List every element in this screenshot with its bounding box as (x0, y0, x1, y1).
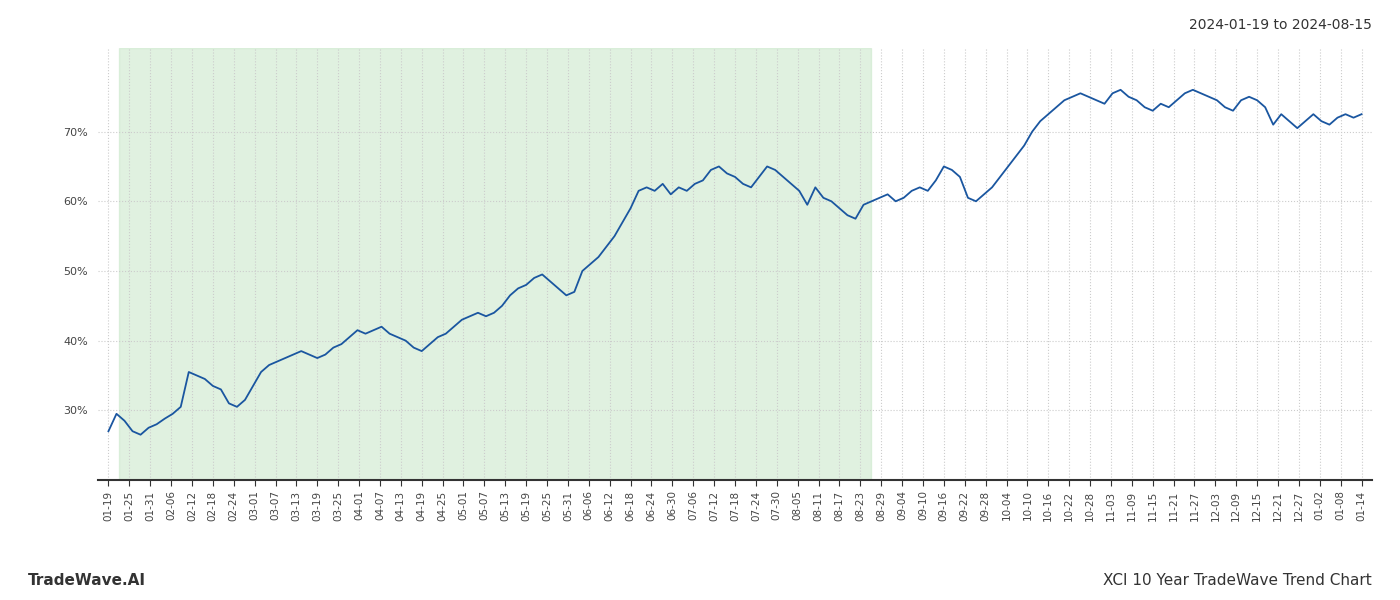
Text: 2024-01-19 to 2024-08-15: 2024-01-19 to 2024-08-15 (1189, 18, 1372, 32)
Text: XCI 10 Year TradeWave Trend Chart: XCI 10 Year TradeWave Trend Chart (1103, 573, 1372, 588)
Text: TradeWave.AI: TradeWave.AI (28, 573, 146, 588)
Bar (119, 48, 871, 480)
